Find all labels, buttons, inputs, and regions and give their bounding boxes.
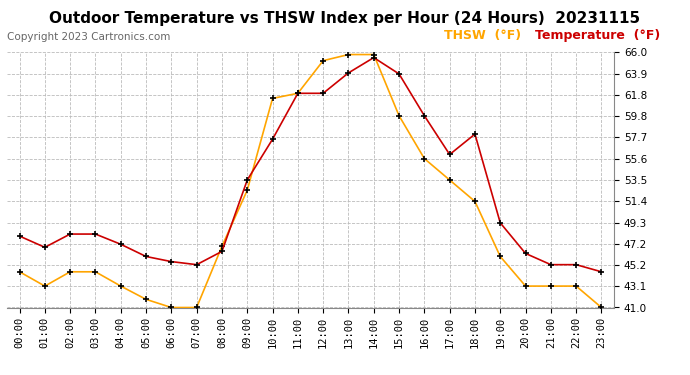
Temperature  (°F): [420, 114, 428, 118]
Temperature  (°F): [41, 245, 49, 250]
Temperature  (°F): [243, 178, 251, 182]
THSW  (°F): [268, 96, 277, 100]
THSW  (°F): [446, 178, 454, 182]
THSW  (°F): [41, 284, 49, 288]
Temperature  (°F): [91, 232, 99, 236]
Temperature  (°F): [142, 254, 150, 259]
THSW  (°F): [142, 297, 150, 302]
THSW  (°F): [91, 270, 99, 274]
Temperature  (°F): [471, 132, 479, 136]
Text: Copyright 2023 Cartronics.com: Copyright 2023 Cartronics.com: [7, 32, 170, 42]
Line: Temperature  (°F): Temperature (°F): [16, 54, 605, 275]
Temperature  (°F): [15, 234, 23, 238]
Temperature  (°F): [395, 72, 403, 76]
Temperature  (°F): [344, 70, 353, 75]
Temperature  (°F): [218, 249, 226, 254]
Line: THSW  (°F): THSW (°F): [16, 51, 605, 311]
THSW  (°F): [572, 284, 580, 288]
THSW  (°F): [218, 244, 226, 249]
Temperature  (°F): [496, 220, 504, 225]
THSW  (°F): [319, 58, 327, 63]
THSW  (°F): [420, 156, 428, 161]
Temperature  (°F): [546, 262, 555, 267]
THSW  (°F): [167, 305, 175, 310]
Temperature  (°F): [522, 251, 530, 256]
Text: Temperature  (°F): Temperature (°F): [535, 29, 660, 42]
THSW  (°F): [344, 52, 353, 57]
THSW  (°F): [370, 52, 378, 57]
THSW  (°F): [66, 270, 75, 274]
THSW  (°F): [117, 284, 125, 288]
Temperature  (°F): [268, 137, 277, 141]
Temperature  (°F): [370, 56, 378, 60]
Temperature  (°F): [294, 91, 302, 96]
Text: Outdoor Temperature vs THSW Index per Hour (24 Hours)  20231115: Outdoor Temperature vs THSW Index per Ho…: [50, 11, 640, 26]
THSW  (°F): [522, 284, 530, 288]
Text: THSW  (°F): THSW (°F): [444, 29, 521, 42]
Temperature  (°F): [319, 91, 327, 96]
Temperature  (°F): [117, 242, 125, 246]
THSW  (°F): [598, 305, 606, 310]
THSW  (°F): [243, 188, 251, 192]
Temperature  (°F): [598, 270, 606, 274]
THSW  (°F): [193, 305, 201, 310]
Temperature  (°F): [446, 152, 454, 157]
THSW  (°F): [395, 114, 403, 118]
THSW  (°F): [15, 270, 23, 274]
Temperature  (°F): [167, 260, 175, 264]
THSW  (°F): [471, 199, 479, 204]
Temperature  (°F): [572, 262, 580, 267]
Temperature  (°F): [193, 262, 201, 267]
THSW  (°F): [496, 254, 504, 259]
THSW  (°F): [546, 284, 555, 288]
Temperature  (°F): [66, 232, 75, 236]
THSW  (°F): [294, 91, 302, 96]
